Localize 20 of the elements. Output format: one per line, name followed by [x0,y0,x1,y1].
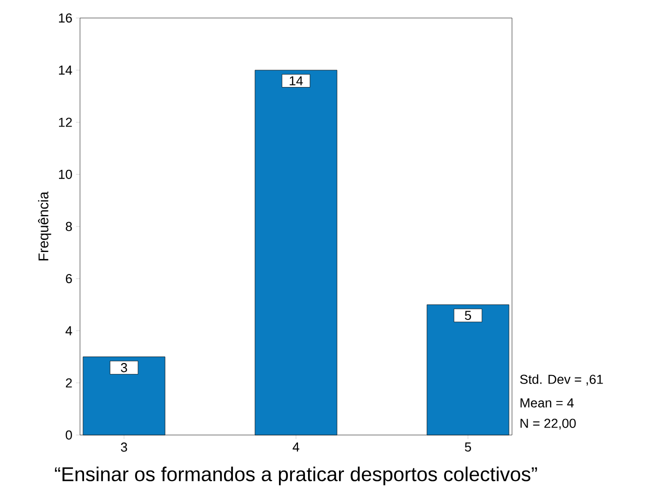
y-tick-label: 12 [59,118,72,127]
data-label: 3 [120,363,128,372]
data-label: 14 [290,76,303,86]
y-tick-label: 4 [66,326,72,336]
y-tick-label: 16 [59,13,72,23]
y-tick-label: 10 [59,170,72,179]
text: Mean = 4 [520,398,574,408]
data-label: 5 [464,310,472,320]
text: N = 22,00 [520,418,576,430]
y-tick-label: 8 [66,222,72,232]
x-tick-label: 3 [120,442,128,452]
x-tick-label: 5 [464,442,472,452]
y-tick-label: 2 [66,378,72,388]
text: Std. Dev = ,61 [520,374,603,386]
y-tick-label: 14 [59,66,72,75]
y-tick-label: 6 [66,274,72,284]
x-tick-label: 4 [292,442,300,452]
y-tick-label: 0 [66,430,72,440]
x-axis-title: “Ensinar os formandos a praticar desportos colectivos” [54,466,537,486]
y-axis-title: Frequência [38,191,52,260]
